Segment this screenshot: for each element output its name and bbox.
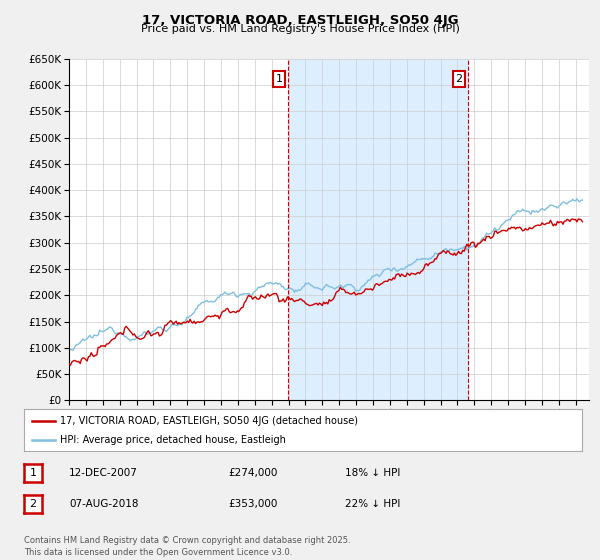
Text: 22% ↓ HPI: 22% ↓ HPI xyxy=(345,499,400,509)
Text: 18% ↓ HPI: 18% ↓ HPI xyxy=(345,468,400,478)
Text: Contains HM Land Registry data © Crown copyright and database right 2025.
This d: Contains HM Land Registry data © Crown c… xyxy=(24,536,350,557)
Text: £274,000: £274,000 xyxy=(228,468,277,478)
Text: 12-DEC-2007: 12-DEC-2007 xyxy=(69,468,138,478)
Text: Price paid vs. HM Land Registry's House Price Index (HPI): Price paid vs. HM Land Registry's House … xyxy=(140,24,460,34)
Text: 07-AUG-2018: 07-AUG-2018 xyxy=(69,499,139,509)
Text: HPI: Average price, detached house, Eastleigh: HPI: Average price, detached house, East… xyxy=(60,435,286,445)
Bar xyxy=(288,59,467,400)
Text: 1: 1 xyxy=(29,468,37,478)
Text: 2: 2 xyxy=(29,499,37,509)
Text: 1: 1 xyxy=(275,74,283,84)
Text: 17, VICTORIA ROAD, EASTLEIGH, SO50 4JG (detached house): 17, VICTORIA ROAD, EASTLEIGH, SO50 4JG (… xyxy=(60,416,358,426)
Text: 2: 2 xyxy=(455,74,463,84)
Text: £353,000: £353,000 xyxy=(228,499,277,509)
Text: 17, VICTORIA ROAD, EASTLEIGH, SO50 4JG: 17, VICTORIA ROAD, EASTLEIGH, SO50 4JG xyxy=(142,14,458,27)
